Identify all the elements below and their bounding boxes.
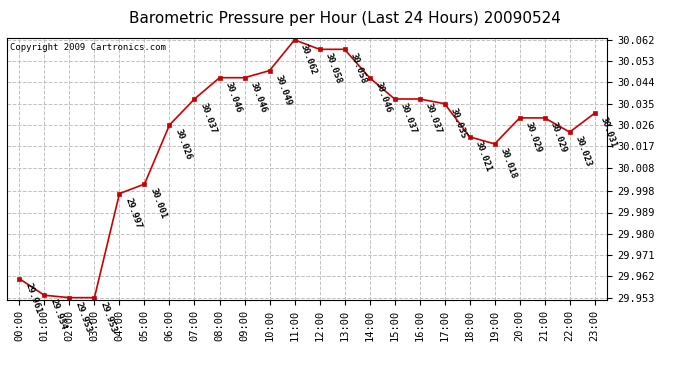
Text: Copyright 2009 Cartronics.com: Copyright 2009 Cartronics.com [10,43,166,52]
Text: 30.029: 30.029 [549,121,569,154]
Text: 30.021: 30.021 [474,140,493,173]
Text: 30.058: 30.058 [348,52,368,86]
Text: 29.953: 29.953 [99,300,118,334]
Text: Barometric Pressure per Hour (Last 24 Hours) 20090524: Barometric Pressure per Hour (Last 24 Ho… [129,11,561,26]
Text: 29.961: 29.961 [23,282,43,315]
Text: 30.023: 30.023 [574,135,593,168]
Text: 29.954: 29.954 [48,298,68,332]
Text: 30.037: 30.037 [424,102,443,135]
Text: 30.062: 30.062 [299,43,318,76]
Text: 30.046: 30.046 [224,81,243,114]
Text: 30.031: 30.031 [599,116,618,149]
Text: 30.029: 30.029 [524,121,543,154]
Text: 29.953: 29.953 [74,300,93,334]
Text: 30.026: 30.026 [174,128,193,161]
Text: 30.037: 30.037 [199,102,218,135]
Text: 29.997: 29.997 [124,196,143,230]
Text: 30.018: 30.018 [499,147,518,180]
Text: 30.046: 30.046 [374,81,393,114]
Text: 30.046: 30.046 [248,81,268,114]
Text: 30.037: 30.037 [399,102,418,135]
Text: 30.058: 30.058 [324,52,343,86]
Text: 30.001: 30.001 [148,187,168,220]
Text: 30.049: 30.049 [274,74,293,107]
Text: 30.035: 30.035 [448,106,469,140]
